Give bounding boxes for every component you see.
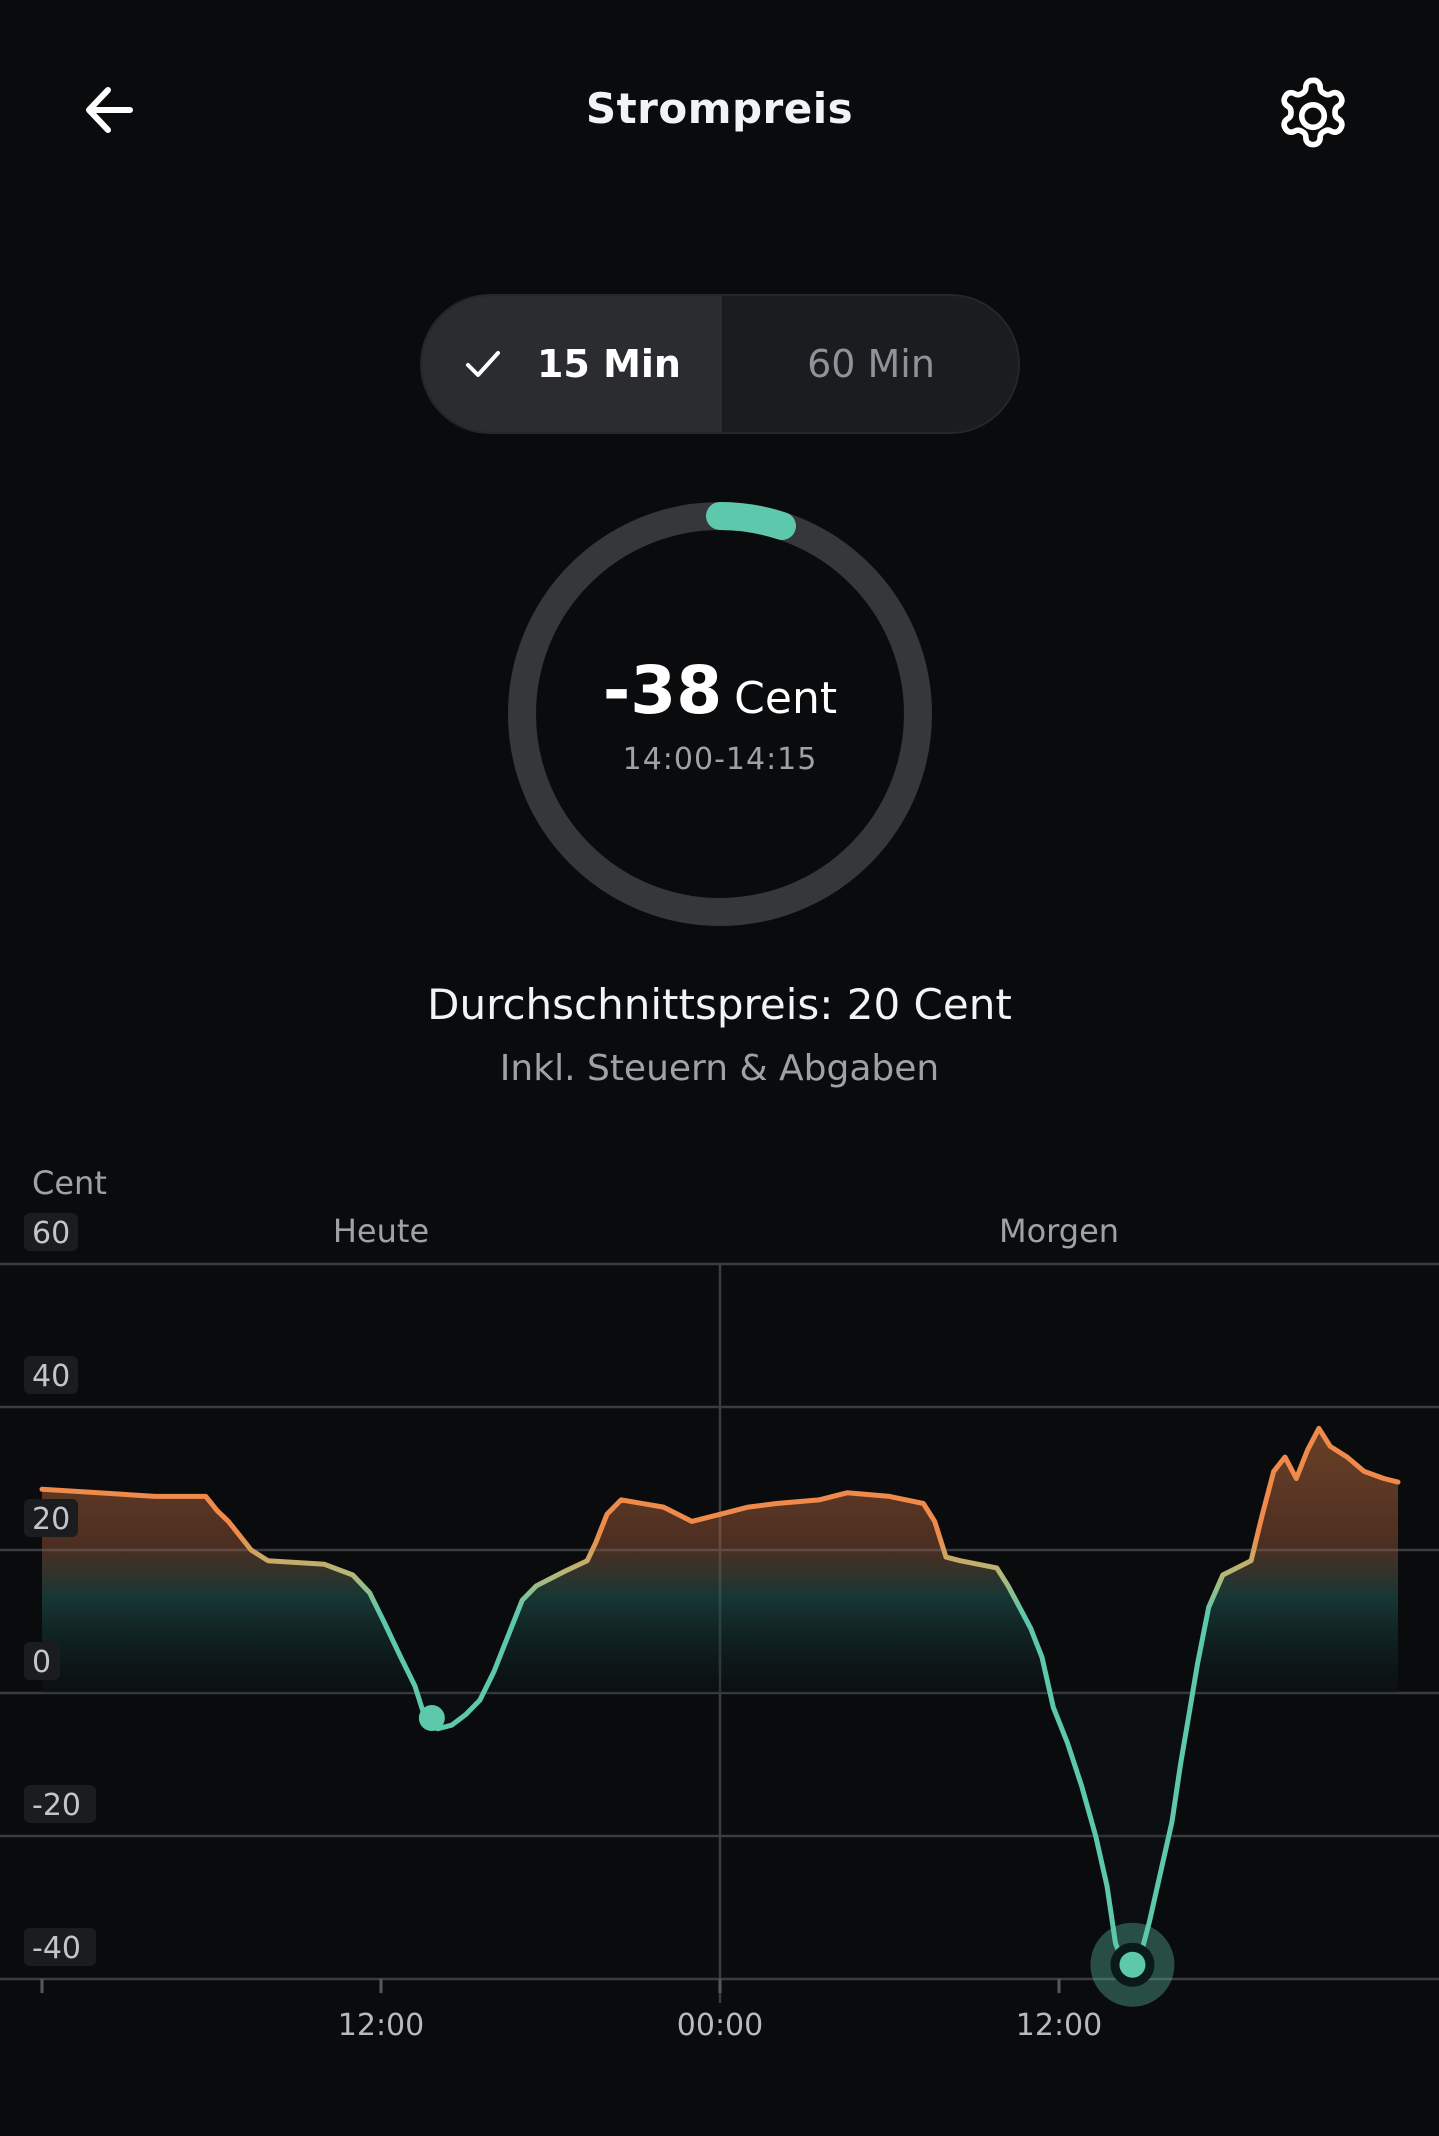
x-tick-label: 12:00 — [338, 2008, 424, 2043]
y-tick-label: -40 — [32, 1931, 81, 1966]
app-header: Strompreis — [0, 0, 1439, 230]
y-tick-label: 40 — [32, 1359, 70, 1394]
interval-option-60-min[interactable]: 60 Min — [724, 296, 1018, 432]
settings-button[interactable] — [1265, 68, 1361, 164]
current-price-gauge: -38 Cent 14:00-14:15 — [508, 502, 932, 926]
day-label: Heute — [333, 1212, 429, 1250]
current-price-unit: Cent — [734, 673, 838, 724]
price-area — [42, 1428, 1398, 1965]
y-axis-title: Cent — [32, 1164, 107, 1202]
interval-option-label: 60 Min — [807, 342, 935, 386]
y-tick-label: 60 — [32, 1216, 70, 1251]
current-price-value: -38 — [602, 652, 723, 729]
y-tick-label-bg — [24, 1213, 78, 1251]
y-tick-label: 20 — [32, 1502, 70, 1537]
interval-toggle: 15 Min 60 Min — [420, 294, 1020, 434]
day-label: Morgen — [999, 1212, 1119, 1250]
y-tick-label-bg — [24, 1928, 96, 1966]
price-line — [39, 1425, 1401, 1968]
y-tick-label: 0 — [32, 1645, 51, 1680]
price-chart-svg: Cent 60 40 20 0 -20 -40 Heute Morgen 12:00 00:00 12… — [0, 1164, 1439, 2043]
average-price-note: Inkl. Steuern & Abgaben — [499, 1048, 940, 1089]
data-point — [418, 1705, 445, 1732]
gauge-ring — [508, 502, 932, 926]
page-title: Strompreis — [585, 84, 854, 133]
check-icon — [463, 344, 503, 384]
interval-option-15-min[interactable]: 15 Min — [422, 296, 724, 432]
arrow-left-icon — [86, 87, 133, 133]
gear-icon — [1281, 77, 1345, 148]
average-price: Durchschnittspreis: 20 Cent — [427, 980, 1012, 1029]
y-tick-label-bg — [24, 1499, 78, 1537]
x-tick-label: 12:00 — [1016, 2008, 1102, 2043]
interval-option-label: 15 Min — [536, 342, 681, 386]
gauge-progress — [706, 502, 796, 540]
current-interval: 14:00-14:15 — [622, 742, 818, 777]
y-tick-label-bg — [24, 1785, 96, 1823]
current-price: -38 Cent — [508, 652, 932, 729]
price-chart[interactable]: Cent 60 40 20 0 -20 -40 Heute Morgen 12:00 00:00 12… — [0, 1150, 1439, 2050]
y-tick-label: -20 — [32, 1788, 81, 1823]
y-tick-label-bg — [24, 1356, 78, 1394]
y-tick-label-bg — [24, 1642, 60, 1680]
selected-point — [1119, 1951, 1146, 1978]
x-tick-label: 00:00 — [677, 2008, 763, 2043]
back-button[interactable] — [70, 70, 150, 150]
